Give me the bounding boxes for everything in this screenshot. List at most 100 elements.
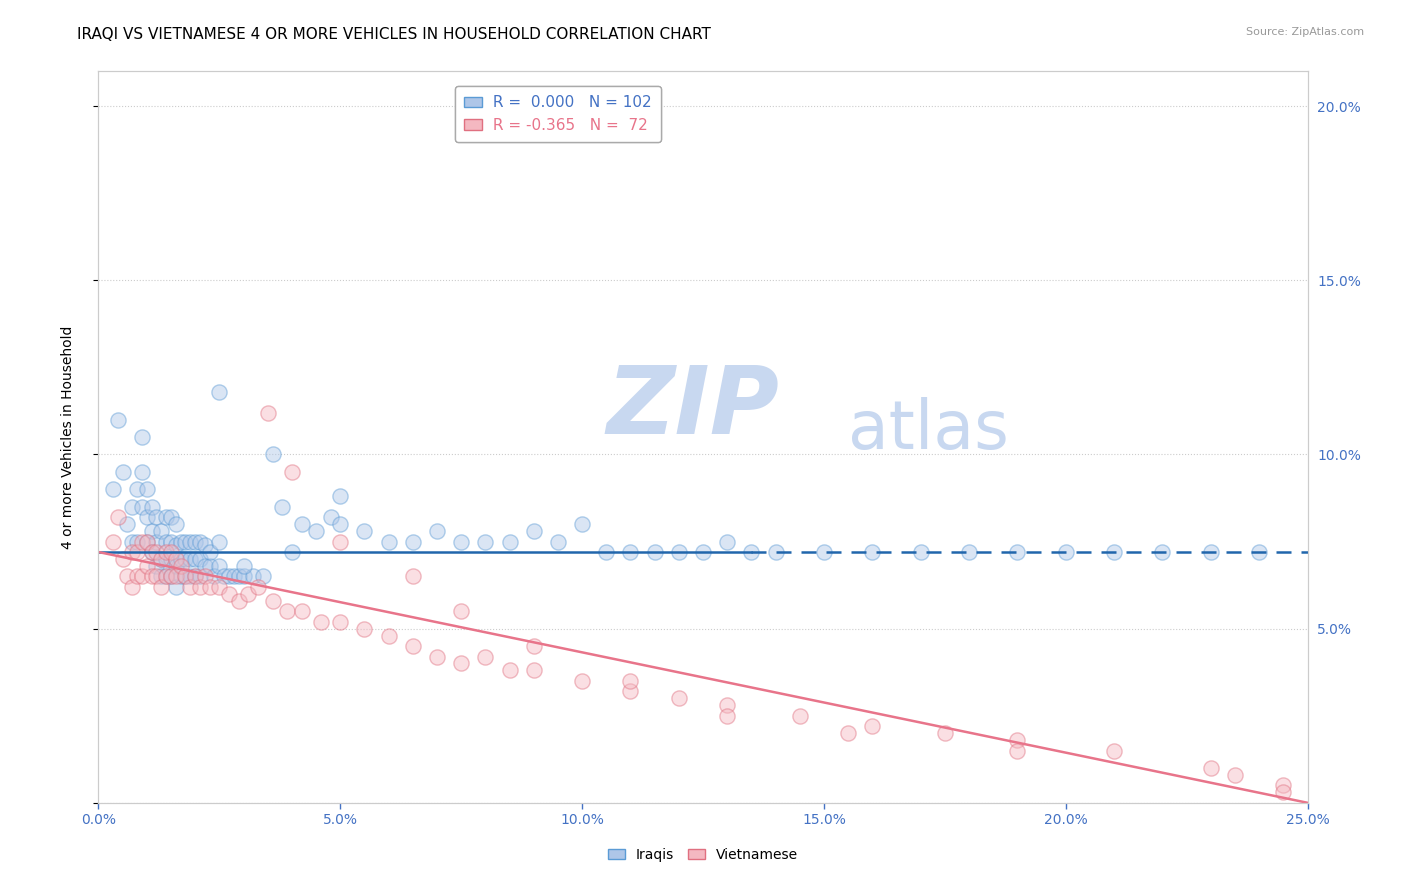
Point bbox=[450, 657, 472, 671]
Point bbox=[402, 639, 425, 653]
Point bbox=[212, 569, 235, 583]
Point bbox=[256, 406, 278, 420]
Point bbox=[174, 534, 197, 549]
Point bbox=[155, 552, 177, 566]
Point bbox=[198, 545, 221, 559]
Point bbox=[262, 448, 284, 462]
Point bbox=[131, 465, 153, 479]
Point bbox=[619, 673, 641, 688]
Point bbox=[668, 691, 690, 706]
Text: Source: ZipAtlas.com: Source: ZipAtlas.com bbox=[1246, 27, 1364, 37]
Point bbox=[111, 465, 134, 479]
Point bbox=[740, 545, 762, 559]
Point bbox=[198, 558, 221, 573]
Point bbox=[716, 698, 738, 713]
Point bbox=[150, 552, 173, 566]
Text: atlas: atlas bbox=[848, 397, 1010, 463]
Point bbox=[238, 587, 260, 601]
Point bbox=[1102, 545, 1125, 559]
Point bbox=[117, 569, 139, 583]
Point bbox=[150, 569, 173, 583]
Point bbox=[135, 558, 157, 573]
Point bbox=[194, 538, 217, 552]
Point bbox=[426, 649, 449, 664]
Point bbox=[208, 384, 231, 399]
Point bbox=[169, 569, 191, 583]
Point bbox=[474, 534, 496, 549]
Point bbox=[281, 545, 304, 559]
Point bbox=[595, 545, 617, 559]
Point bbox=[194, 558, 217, 573]
Point bbox=[135, 534, 157, 549]
Point bbox=[169, 534, 191, 549]
Point bbox=[121, 580, 143, 594]
Point bbox=[131, 500, 153, 514]
Point bbox=[377, 534, 399, 549]
Point bbox=[150, 580, 173, 594]
Point bbox=[789, 708, 811, 723]
Point bbox=[141, 545, 163, 559]
Point bbox=[145, 558, 167, 573]
Point bbox=[547, 534, 569, 549]
Point bbox=[377, 629, 399, 643]
Point bbox=[141, 524, 163, 538]
Point bbox=[571, 673, 593, 688]
Point bbox=[208, 534, 231, 549]
Point bbox=[319, 510, 342, 524]
Point bbox=[117, 517, 139, 532]
Point bbox=[402, 569, 425, 583]
Point bbox=[232, 558, 254, 573]
Point bbox=[188, 580, 211, 594]
Point bbox=[860, 545, 883, 559]
Point bbox=[450, 534, 472, 549]
Point bbox=[127, 483, 149, 497]
Point bbox=[169, 558, 191, 573]
Point bbox=[169, 552, 191, 566]
Point bbox=[165, 538, 187, 552]
Point bbox=[155, 545, 177, 559]
Point bbox=[165, 552, 187, 566]
Point bbox=[135, 534, 157, 549]
Point bbox=[1249, 545, 1271, 559]
Point bbox=[860, 719, 883, 733]
Point bbox=[179, 580, 201, 594]
Point bbox=[179, 569, 201, 583]
Point bbox=[523, 664, 546, 678]
Point bbox=[232, 569, 254, 583]
Point bbox=[1223, 768, 1246, 782]
Point bbox=[247, 580, 270, 594]
Point bbox=[957, 545, 980, 559]
Legend:  R =  0.000   N = 102,  R = -0.365   N =  72: R = 0.000 N = 102, R = -0.365 N = 72 bbox=[454, 87, 661, 143]
Point bbox=[252, 569, 274, 583]
Point bbox=[174, 552, 197, 566]
Point bbox=[165, 558, 187, 573]
Point bbox=[218, 587, 240, 601]
Point bbox=[228, 594, 250, 608]
Point bbox=[1007, 545, 1029, 559]
Point bbox=[184, 569, 207, 583]
Point bbox=[309, 615, 332, 629]
Point bbox=[121, 500, 143, 514]
Point bbox=[813, 545, 835, 559]
Text: IRAQI VS VIETNAMESE 4 OR MORE VEHICLES IN HOUSEHOLD CORRELATION CHART: IRAQI VS VIETNAMESE 4 OR MORE VEHICLES I… bbox=[77, 27, 711, 42]
Point bbox=[305, 524, 328, 538]
Point bbox=[242, 569, 264, 583]
Y-axis label: 4 or more Vehicles in Household: 4 or more Vehicles in Household bbox=[60, 326, 75, 549]
Point bbox=[174, 569, 197, 583]
Point bbox=[198, 580, 221, 594]
Point bbox=[141, 500, 163, 514]
Point bbox=[145, 545, 167, 559]
Point bbox=[101, 483, 124, 497]
Point bbox=[668, 545, 690, 559]
Text: ZIP: ZIP bbox=[606, 362, 779, 454]
Point bbox=[276, 604, 298, 618]
Point bbox=[135, 510, 157, 524]
Point bbox=[141, 569, 163, 583]
Point bbox=[837, 726, 859, 740]
Point bbox=[329, 615, 352, 629]
Point bbox=[121, 545, 143, 559]
Point bbox=[188, 569, 211, 583]
Point bbox=[228, 569, 250, 583]
Point bbox=[498, 534, 520, 549]
Point bbox=[150, 524, 173, 538]
